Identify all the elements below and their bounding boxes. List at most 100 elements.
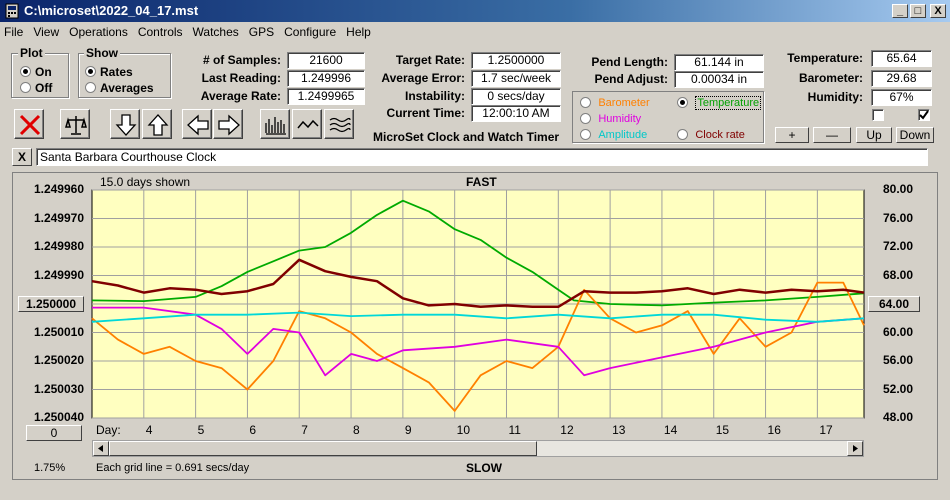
- maximize-button[interactable]: □: [910, 4, 926, 18]
- balance-button[interactable]: [60, 109, 90, 139]
- app-caption: MicroSet Clock and Watch Timer: [373, 130, 560, 144]
- left-axis-tick-label: 1.249980: [33, 239, 84, 253]
- radio-unselected-icon: [580, 129, 591, 141]
- menu-file[interactable]: File: [4, 25, 24, 39]
- radio-selected-icon: [677, 97, 688, 109]
- days-shown-label: 15.0 days shown: [100, 175, 191, 189]
- menu-watches[interactable]: Watches: [192, 25, 239, 39]
- x-axis-tick-label: 4: [145, 423, 153, 437]
- x-axis-tick-label: 9: [404, 423, 412, 437]
- sensor-humidity-radio[interactable]: Humidity: [580, 111, 641, 125]
- plot-off-radio[interactable]: Off: [20, 80, 52, 95]
- menu-help[interactable]: Help: [346, 25, 371, 39]
- line-graph-button[interactable]: [292, 109, 322, 139]
- samples-label: # of Samples:: [202, 53, 281, 67]
- arrow-right-icon: [218, 114, 240, 136]
- scale-icon: [65, 116, 87, 135]
- arrow-left-icon: [187, 114, 209, 136]
- radio-unselected-icon: [580, 113, 591, 125]
- right-axis-tick-label: 60.00: [882, 324, 914, 339]
- sensor-amplitude-radio[interactable]: Amplitude: [580, 127, 647, 141]
- scroll-right-button[interactable]: [847, 441, 863, 456]
- menu-controls[interactable]: Controls: [137, 25, 183, 39]
- temperature-label: Temperature:: [787, 51, 863, 65]
- baseline-sensor-button[interactable]: 64.00: [868, 296, 920, 312]
- percent-label: 1.75%: [34, 462, 66, 474]
- plot-on-radio[interactable]: On: [20, 64, 52, 79]
- show-rates-radio[interactable]: Rates: [85, 64, 133, 79]
- target-rate-value[interactable]: 1.2500000: [471, 52, 561, 69]
- baseline-rate-button[interactable]: 1.250000: [18, 296, 84, 312]
- menu-gps[interactable]: GPS: [248, 25, 275, 39]
- pend-adjust-value: 0.00034 in: [674, 71, 764, 88]
- series-line-temperature: [91, 199, 865, 307]
- x-axis-tick-label: 11: [508, 423, 521, 437]
- sensor-clock-rate-radio[interactable]: Clock rate: [677, 127, 745, 141]
- sensor-barometer-radio[interactable]: Barometer: [580, 95, 650, 109]
- sensor-temperature-radio[interactable]: Temperature: [677, 95, 762, 110]
- show-rates-label: Rates: [100, 64, 133, 79]
- day-axis-label: Day:: [96, 423, 121, 437]
- x-axis-tick-label: 8: [353, 423, 360, 437]
- x-axis-tick-label: 13: [612, 423, 626, 437]
- scroll-down-button[interactable]: Down: [896, 127, 934, 143]
- x-axis-tick-label: 7: [301, 423, 308, 437]
- right-axis-tick-label: 72.00: [882, 239, 914, 253]
- right-axis-tick-label: 68.00: [882, 267, 914, 282]
- arrow-up-icon: [147, 114, 169, 136]
- instability-label: Instability:: [404, 89, 465, 103]
- right-axis-tick-label: 76.00: [882, 210, 914, 225]
- average-error-label: Average Error:: [381, 71, 465, 85]
- checkbox-2[interactable]: [918, 109, 930, 121]
- x-axis-tick-label: 14: [663, 423, 678, 437]
- scroll-up-button[interactable]: Up: [856, 127, 892, 143]
- average-rate-label: Average Rate:: [200, 89, 281, 103]
- bar-graph-icon: [265, 117, 286, 135]
- series-line-amplitude: [91, 311, 865, 323]
- minimize-button[interactable]: _: [892, 4, 908, 18]
- menu-operations[interactable]: Operations: [69, 25, 128, 39]
- menu-configure[interactable]: Configure: [284, 25, 337, 39]
- left-axis-tick-label: 1.249970: [33, 210, 84, 225]
- histogram-button[interactable]: [260, 109, 290, 139]
- radio-unselected-icon: [580, 97, 591, 109]
- sensor-select-box: [572, 91, 764, 143]
- pend-length-value[interactable]: 61.144 in: [674, 54, 764, 71]
- menu-view[interactable]: View: [33, 25, 60, 39]
- horizontal-scrollbar[interactable]: [92, 440, 864, 457]
- sensor-amplitude-label: Amplitude: [598, 129, 648, 141]
- left-axis-tick-label: 1.250010: [33, 324, 84, 339]
- down-arrow-button[interactable]: [110, 109, 140, 139]
- current-time-label: Current Time:: [386, 106, 465, 120]
- x-axis-tick-label: 10: [456, 423, 471, 437]
- left-axis-tick-label: 1.249960: [33, 182, 84, 196]
- right-axis-tick-label: 80.00: [882, 182, 914, 196]
- zoom-in-button[interactable]: +: [775, 127, 809, 143]
- checkbox-1[interactable]: [872, 109, 884, 121]
- left-arrow-button[interactable]: [182, 109, 212, 139]
- clear-clock-button[interactable]: X: [12, 148, 32, 166]
- current-time-value: 12:00:10 AM: [471, 105, 561, 122]
- sensor-temperature-label: Temperature: [695, 96, 762, 110]
- multi-wave-button[interactable]: [324, 109, 354, 139]
- right-arrow-button[interactable]: [213, 109, 243, 139]
- radio-unselected-icon: [20, 82, 31, 94]
- menu-bar: File View Operations Controls Watches GPS Conf…: [0, 22, 950, 42]
- sensor-humidity-label: Humidity: [598, 113, 642, 125]
- show-averages-radio[interactable]: Averages: [85, 80, 154, 95]
- reset-zero-button[interactable]: 0: [26, 425, 82, 441]
- triangle-left-icon: [98, 445, 103, 452]
- chart-series: [91, 199, 865, 412]
- show-group-title: Show: [84, 46, 120, 60]
- average-rate-value: 1.2499965: [287, 88, 365, 105]
- right-axis-tick-label: 56.00: [882, 353, 914, 367]
- stop-button[interactable]: [14, 109, 44, 139]
- close-button[interactable]: X: [930, 4, 946, 18]
- scroll-thumb[interactable]: [109, 441, 537, 456]
- scroll-left-button[interactable]: [93, 441, 109, 456]
- up-arrow-button[interactable]: [142, 109, 172, 139]
- title-bar: C:\microset\2022_04_17.mst _ □ X: [0, 0, 950, 22]
- zoom-out-button[interactable]: —: [813, 127, 851, 143]
- average-error-value: 1.7 sec/week: [471, 70, 561, 87]
- clock-name-field[interactable]: Santa Barbara Courthouse Clock: [36, 148, 928, 166]
